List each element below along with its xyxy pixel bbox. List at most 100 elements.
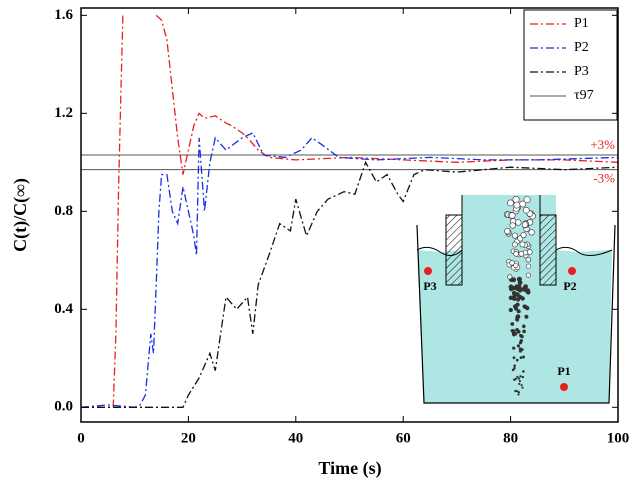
x-axis-label: Time (s) [318,458,381,479]
bubble [516,375,519,379]
bubble [513,262,519,269]
inset-diagram: P3 P2 P1 [416,195,616,404]
probe-dot [568,267,576,275]
bubble [515,219,522,226]
bubble [525,263,532,269]
bubble [526,249,533,255]
legend-label: P2 [574,40,589,55]
probe-dot [424,267,432,275]
bubble [511,241,518,248]
bubble [517,391,521,394]
bubble [509,260,515,266]
bubble [515,327,519,332]
series-line [81,160,618,408]
bubble [519,200,527,208]
bubble [508,212,516,219]
bubble [517,393,520,396]
bubble [512,346,516,350]
bubble [519,375,522,378]
y-tick-label: 0.0 [54,399,73,415]
legend-label: τ97 [574,88,594,103]
bubble [515,297,521,302]
bubble [518,341,523,345]
bubble [511,329,516,333]
legend-label: P1 [574,16,589,31]
bubble [522,206,530,214]
bubble [519,241,526,248]
y-tick-label: 1.2 [54,105,73,121]
legend-label: P3 [574,64,589,79]
bubble [522,329,526,334]
bubble [521,386,524,389]
bubble [520,296,525,301]
bubble [525,257,531,263]
bubble [508,295,514,300]
bubble [515,317,520,321]
reference-label: -3% [593,171,615,186]
bubble [518,251,525,257]
bubble [508,284,514,290]
bubble [517,377,521,380]
bubble [521,375,524,379]
bubble [517,287,523,293]
bubble [510,322,515,326]
legend: P1 P2 P3 τ97 [523,9,618,121]
x-tick-label: 20 [181,430,196,446]
y-tick-label: 1.6 [54,7,73,23]
frame [80,7,619,423]
bubble [512,195,520,203]
bubble [525,289,531,295]
x-tick-label: 60 [396,430,411,446]
bubble [511,277,517,283]
bubble [513,251,519,257]
bubble [525,306,530,311]
bubble [508,307,513,313]
y-tick-label: 0.4 [54,301,73,317]
bubble [512,293,517,299]
wall-left [445,214,463,286]
bubble [520,334,524,339]
bubble [520,232,527,239]
bubble [512,333,516,337]
bubble [520,384,523,387]
probe-label: P2 [563,279,576,293]
probe-label: P3 [423,279,436,293]
bubble [523,196,531,204]
bubble [528,229,535,236]
plot-area [81,14,618,408]
x-tick-label: 100 [607,430,630,446]
series-line [81,132,618,408]
bubble [511,232,518,239]
bubble [515,358,519,362]
bubble [522,370,525,373]
bubble [516,344,521,348]
bubble [507,274,513,280]
bubble [521,221,529,228]
x-tick-label: 0 [77,430,85,446]
bubble [512,378,516,381]
legend-box [523,9,618,121]
bubble [513,364,517,368]
bubble [512,356,516,360]
probe-label: P1 [557,364,570,378]
bubble [513,201,521,209]
bubble [525,272,531,278]
bubble [512,304,518,309]
wall-right [539,214,557,286]
tank [416,224,616,404]
bubble [521,324,526,329]
bubbles [503,195,537,396]
bubble [504,228,511,235]
bubble [514,284,520,290]
x-tick-label: 40 [288,430,303,446]
probe-dot [560,383,568,391]
bubble [524,314,529,319]
x-tick-label: 80 [503,430,518,446]
y-axis-label: C(t)/C(∞) [10,178,31,252]
bubble [516,309,521,314]
bubble [511,368,515,372]
bubble [520,348,524,352]
y-tick-label: 0.8 [54,203,73,219]
bubble [506,199,514,207]
